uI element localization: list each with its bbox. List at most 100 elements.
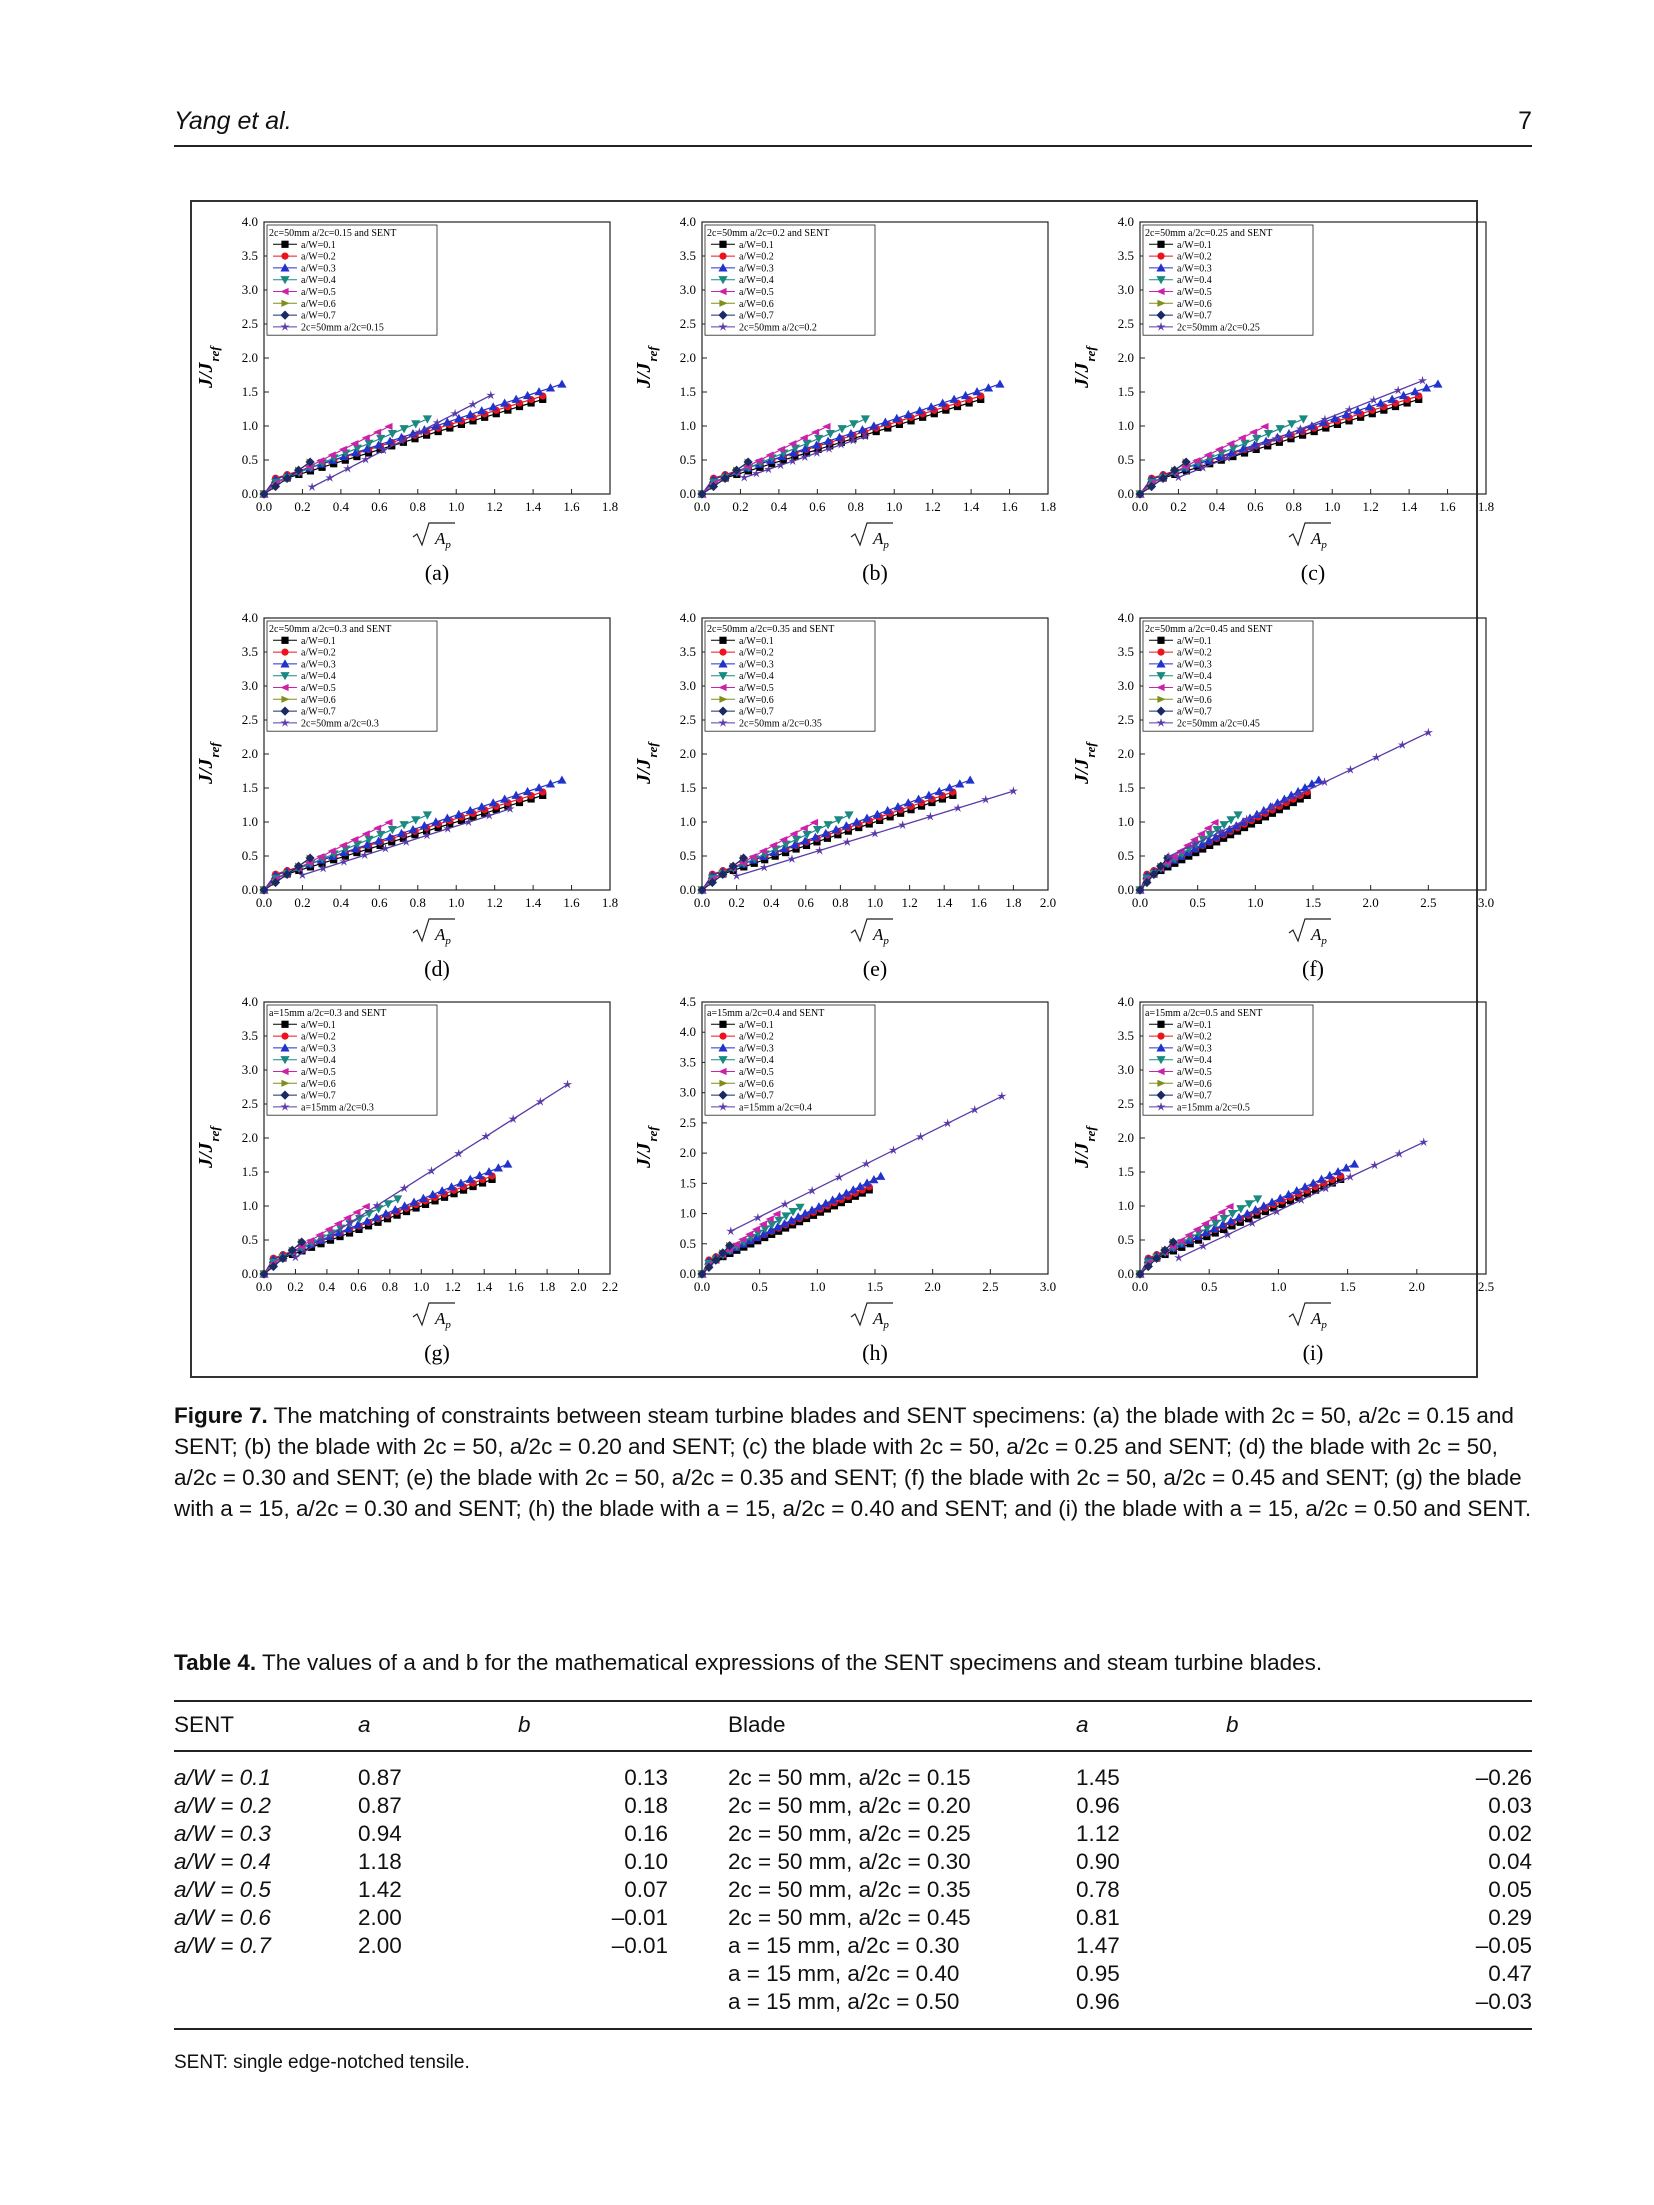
y-tick-label: 1.0 [242, 1198, 258, 1213]
data-point [739, 472, 749, 482]
series-sent-7 [259, 1237, 307, 1279]
y-axis-label-sub: ref [645, 345, 660, 362]
legend-entry: a/W=0.3 [1177, 263, 1212, 274]
x-tick-label: 0.4 [333, 895, 350, 910]
y-tick-label: 3.5 [242, 644, 258, 659]
data-point [1423, 727, 1433, 737]
data-point [718, 869, 728, 879]
data-point [1142, 877, 1152, 888]
data-point [842, 837, 852, 846]
y-tick-label: 0.0 [680, 882, 696, 897]
y-tick-label: 0.5 [242, 848, 258, 863]
x-tick-label: 0.2 [1170, 499, 1186, 514]
legend-entry: a/W=0.6 [1177, 299, 1212, 310]
table-cell: 1.42 [358, 1877, 402, 1902]
y-tick-label: 2.5 [242, 316, 258, 331]
data-point [1370, 1160, 1380, 1170]
data-point [557, 379, 567, 388]
data-point [790, 840, 800, 849]
series-sent-7 [1135, 457, 1191, 499]
data-point [707, 877, 717, 888]
data-point [432, 418, 442, 427]
data-point [769, 847, 779, 857]
series-sent-4 [1135, 415, 1308, 499]
data-point [428, 1189, 438, 1199]
x-tick-label: 1.8 [602, 499, 618, 514]
legend-entry: a/W=0.3 [301, 659, 336, 670]
legend-entry: 2c=50mm a/2c=0.25 [1177, 322, 1260, 333]
data-point [362, 1216, 372, 1225]
data-point [401, 837, 411, 846]
y-tick-label: 2.0 [680, 350, 696, 365]
y-tick-label: 1.5 [680, 780, 696, 795]
legend-marker [1157, 636, 1165, 644]
panel-label: (b) [862, 560, 888, 585]
y-tick-label: 3.5 [680, 644, 696, 659]
legend-marker [281, 636, 289, 644]
legend-title: a=15mm a/2c=0.5 and SENT [1145, 1008, 1262, 1019]
data-point [409, 1197, 419, 1206]
series-blade [726, 1091, 1007, 1236]
data-point [738, 1235, 747, 1243]
legend-marker [280, 322, 290, 331]
data-point [831, 824, 841, 834]
x-tick-label: 1.8 [602, 895, 618, 910]
legend-marker [718, 287, 727, 296]
data-point [431, 817, 441, 826]
legend-entry: a/W=0.1 [739, 240, 774, 251]
data-point [869, 1175, 879, 1184]
legend-entry: a/W=0.4 [301, 275, 336, 286]
legend-marker [1157, 240, 1165, 248]
table-cell: 1.45 [1076, 1765, 1120, 1790]
legend-entry: a/W=0.2 [301, 648, 336, 659]
legend-entry: 2c=50mm a/2c=0.15 [301, 322, 384, 333]
legend-entry: a/W=0.4 [739, 1055, 774, 1066]
x-tick-label: 0.0 [1132, 1279, 1148, 1294]
y-tick-label: 1.5 [1118, 384, 1134, 399]
data-point [422, 415, 432, 424]
data-point [823, 821, 833, 830]
data-point [1193, 1231, 1203, 1241]
x-tick-label: 2.2 [602, 1279, 618, 1294]
legend-entry: a/W=0.6 [301, 695, 336, 706]
data-point [869, 421, 879, 430]
data-point [789, 830, 798, 838]
data-point [1364, 402, 1374, 411]
data-point [1320, 414, 1330, 424]
y-tick-label: 2.5 [680, 712, 696, 727]
series-line [1139, 425, 1266, 495]
data-point [1194, 1229, 1204, 1238]
legend: 2c=50mm a/2c=0.25 and SENTa/W=0.1a/W=0.2… [1142, 224, 1314, 336]
y-tick-label: 2.5 [242, 712, 258, 727]
data-point [1197, 840, 1207, 849]
legend: 2c=50mm a/2c=0.3 and SENTa/W=0.1a/W=0.2a… [266, 620, 438, 732]
data-point [697, 885, 707, 895]
data-point [270, 877, 281, 888]
data-point [852, 817, 862, 826]
x-tick-label: 1.0 [1247, 895, 1263, 910]
data-point [372, 1200, 382, 1210]
data-point [305, 853, 315, 863]
data-point [786, 1215, 796, 1224]
data-point [1341, 1163, 1351, 1172]
legend-entry: a/W=0.6 [301, 1079, 336, 1090]
data-point [732, 871, 742, 880]
legend-entry: a/W=0.1 [301, 240, 336, 251]
table-cell: 0.90 [1076, 1849, 1120, 1874]
legend-entry: a/W=0.2 [739, 1032, 774, 1043]
data-point [477, 802, 487, 811]
y-tick-label: 3.5 [242, 1028, 258, 1043]
series-sent-4 [259, 415, 432, 499]
y-tick-label: 4.0 [1118, 994, 1134, 1009]
sqrt-symbol [412, 1302, 455, 1327]
legend-entry: 2c=50mm a/2c=0.35 [739, 718, 822, 729]
data-point [1287, 420, 1297, 429]
y-tick-label: 0.0 [1118, 486, 1134, 501]
x-axis-label: Ap [872, 925, 889, 947]
data-point [1272, 798, 1283, 807]
data-point [746, 1234, 756, 1243]
x-tick-label: 1.4 [1401, 499, 1418, 514]
data-point [810, 428, 820, 436]
table-cell: 0.10 [624, 1849, 668, 1874]
y-axis-label-main: J/J [195, 1141, 217, 1169]
